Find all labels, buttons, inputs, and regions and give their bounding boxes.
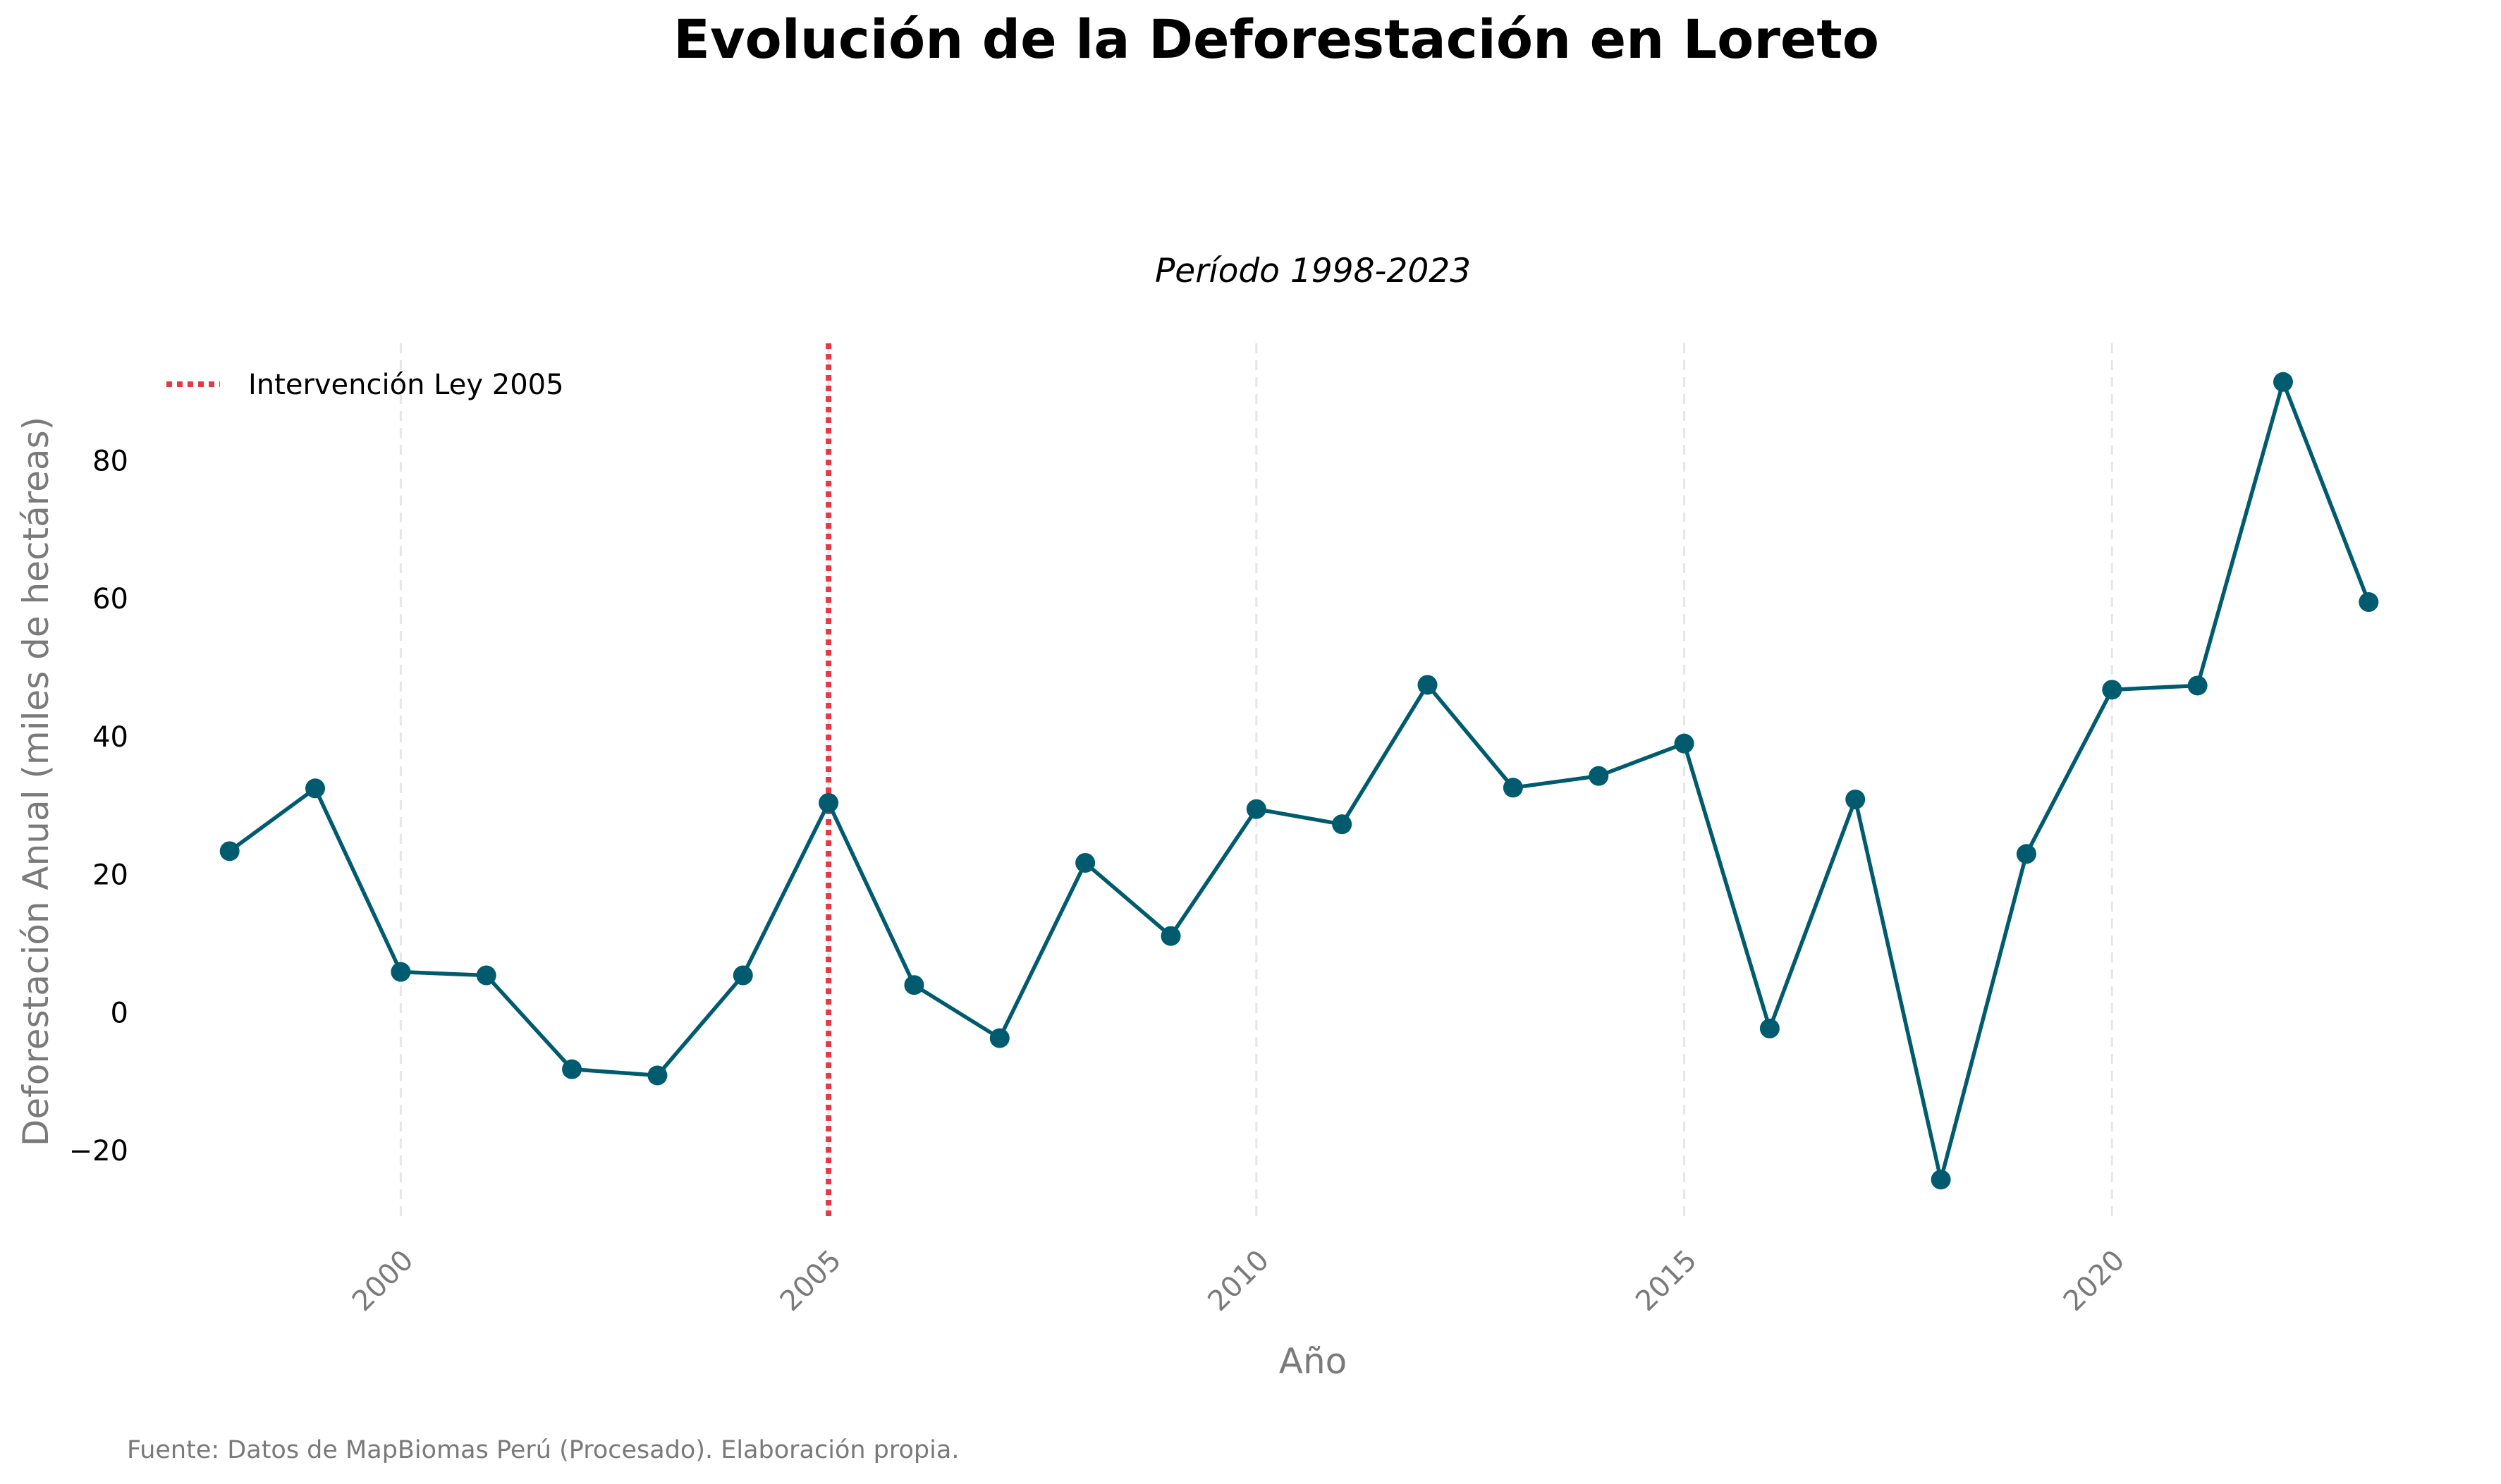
data-point (1589, 766, 1609, 786)
data-points (219, 372, 2379, 1190)
x-tick-label: 2020 (2057, 1244, 2132, 1318)
data-point (2187, 675, 2208, 696)
data-point (989, 1028, 1010, 1048)
legend-label: Intervención Ley 2005 (248, 369, 564, 401)
x-tick-label: 2015 (1629, 1244, 1704, 1318)
data-point (1417, 675, 1438, 695)
data-point (1075, 852, 1096, 873)
y-tick-label: −20 (69, 1135, 128, 1167)
y-axis-ticks: −20 0 20 40 60 80 (69, 445, 128, 1167)
y-tick-label: 60 (92, 583, 128, 615)
x-axis-label: Año (1279, 1341, 1347, 1382)
data-point (219, 841, 240, 861)
y-tick-label: 40 (92, 721, 128, 754)
data-point (305, 778, 326, 799)
chart-title: Evolución de la Deforestación en Loreto (673, 8, 1879, 70)
data-point (391, 962, 411, 982)
data-point (2016, 844, 2036, 864)
data-point (1931, 1170, 1951, 1190)
data-point (1759, 1018, 1780, 1038)
series-line (228, 380, 2371, 1182)
data-point (2273, 372, 2293, 392)
data-point (647, 1065, 668, 1086)
data-point (2102, 680, 2122, 700)
data-point (1845, 789, 1866, 809)
data-point (733, 965, 753, 986)
data-point (904, 975, 924, 995)
y-tick-label: 80 (92, 445, 128, 477)
data-point (562, 1059, 582, 1079)
data-point (476, 965, 496, 986)
data-point (1332, 814, 1352, 835)
data-point (1674, 733, 1694, 754)
y-tick-label: 20 (92, 859, 128, 892)
x-tick-label: 2005 (774, 1244, 848, 1318)
data-point (1503, 778, 1523, 798)
source-note: Fuente: Datos de MapBiomas Perú (Procesa… (127, 1436, 959, 1464)
grid-lines (399, 343, 2113, 1220)
data-point (1161, 926, 1181, 946)
data-point (1246, 799, 1266, 819)
x-axis-ticks: 2000 2005 2010 2015 2020 (346, 1244, 2131, 1318)
y-axis-label: Deforestación Anual (miles de hectáreas) (16, 417, 56, 1146)
y-tick-label: 0 (111, 997, 128, 1029)
legend: Intervención Ley 2005 (166, 369, 564, 401)
chart-subtitle: Período 1998-2023 (1155, 252, 1471, 290)
x-tick-label: 2010 (1201, 1244, 1276, 1318)
x-tick-label: 2000 (346, 1244, 420, 1318)
data-point (2359, 592, 2379, 613)
data-point (819, 792, 839, 813)
